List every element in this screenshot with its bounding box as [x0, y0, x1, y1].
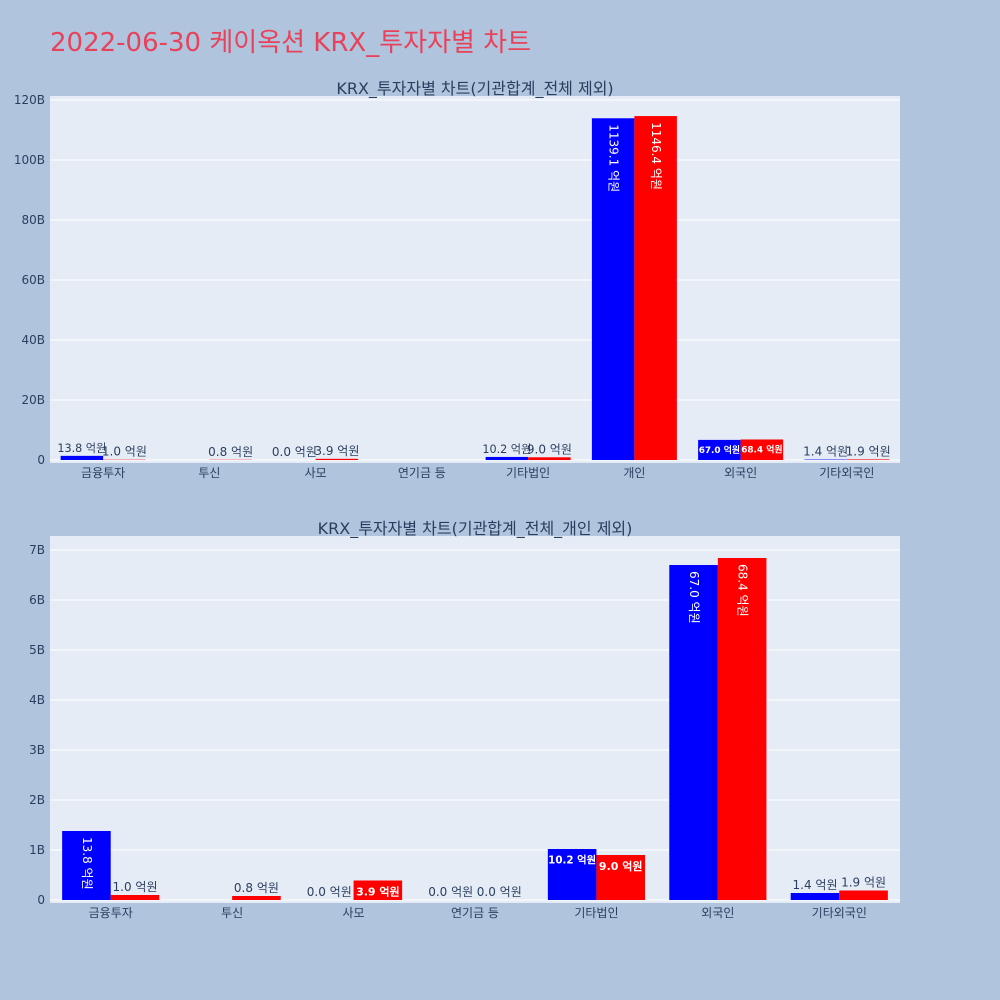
- data-label: 67.0 억원: [699, 444, 740, 456]
- x-tick-label: 개인: [623, 466, 645, 480]
- data-label: 0.0 억원: [307, 885, 352, 899]
- y-tick-label: 6B: [29, 593, 45, 607]
- bar: [315, 458, 359, 460]
- data-label: 13.8 억원: [80, 837, 94, 890]
- y-tick-label: 40B: [21, 333, 45, 347]
- chart-title: KRX_투자자별 차트(기관합계_전체_개인 제외): [318, 519, 633, 539]
- bar: [232, 896, 281, 900]
- data-label: 1.9 억원: [846, 444, 891, 458]
- y-tick-label: 0: [37, 453, 45, 467]
- x-tick-label: 외국인: [701, 906, 734, 920]
- bar: [698, 439, 741, 460]
- bar: [591, 118, 635, 461]
- data-label: 10.2 억원: [482, 442, 531, 456]
- data-label: 68.4 억원: [741, 443, 782, 455]
- data-label: 0.0 억원: [428, 885, 473, 899]
- data-label: 1.9 억원: [841, 876, 886, 890]
- bar: [634, 116, 677, 460]
- data-label: 10.2 억원: [548, 853, 596, 866]
- data-label: 9.0 억원: [599, 859, 643, 873]
- data-label: 1.4 억원: [793, 878, 838, 892]
- bar: [596, 855, 645, 900]
- bar: [839, 890, 888, 900]
- bar: [790, 893, 840, 900]
- bar: [547, 849, 597, 900]
- bar: [528, 457, 571, 460]
- x-tick-label: 연기금 등: [398, 466, 446, 480]
- bar: [353, 880, 403, 900]
- x-tick-label: 기타외국인: [819, 466, 874, 480]
- data-label: 0.0 억원: [477, 885, 522, 899]
- data-label: 1146.4 억원: [649, 122, 663, 190]
- x-tick-label: 사모: [343, 906, 365, 920]
- y-tick-label: 4B: [29, 693, 45, 707]
- bar: [110, 895, 160, 900]
- data-label: 0.8 억원: [208, 445, 253, 459]
- x-tick-label: 금융투자: [89, 906, 133, 920]
- y-tick-label: 0: [37, 893, 45, 907]
- x-tick-label: 연기금 등: [451, 906, 499, 920]
- y-tick-label: 80B: [21, 213, 45, 227]
- bar: [60, 455, 104, 460]
- y-tick-label: 100B: [14, 153, 45, 167]
- data-label: 0.8 억원: [234, 881, 279, 895]
- data-label: 1.0 억원: [102, 445, 147, 459]
- bar: [846, 459, 890, 460]
- x-tick-label: 기타법인: [506, 466, 550, 480]
- chart-1: 0 20B 40B 60B 80B 100B 120B KRX_투자자별 차트(기관합계_전체…: [14, 79, 900, 480]
- y-tick-label: 7B: [29, 543, 45, 557]
- y-tick-label: 120B: [14, 93, 45, 107]
- bar: [717, 558, 767, 900]
- x-tick-label: 기타외국인: [812, 906, 867, 920]
- chart-title: KRX_투자자별 차트(기관합계_전체 제외): [336, 79, 613, 99]
- data-label: 1.0 억원: [113, 880, 158, 894]
- data-label: 1139.1 억원: [607, 124, 621, 192]
- y-tick-label: 20B: [21, 393, 45, 407]
- plot-area: [50, 536, 900, 903]
- x-tick-label: 외국인: [724, 466, 757, 480]
- data-label: 67.0 억원: [687, 571, 701, 624]
- data-label: 1.4 억원: [803, 445, 848, 459]
- chart-2: 0 1B 2B 3B 4B 5B 6B 7B KRX_투자자별 차트(기관합계_전체_개인 제외…: [29, 519, 900, 920]
- y-tick-label: 3B: [29, 743, 45, 757]
- y-tick-label: 60B: [21, 273, 45, 287]
- bar: [485, 456, 529, 460]
- x-tick-label: 기타법인: [574, 906, 618, 920]
- data-label: 9.0 억원: [527, 442, 572, 456]
- data-label: 68.4 억원: [736, 564, 750, 617]
- bar: [62, 831, 111, 900]
- y-tick-label: 1B: [29, 843, 45, 857]
- bar: [740, 439, 784, 460]
- page-title: 2022-06-30 케이옥션 KRX_투자자별 차트: [50, 28, 532, 58]
- y-tick-label: 5B: [29, 643, 45, 657]
- x-tick-label: 금융투자: [81, 466, 125, 480]
- data-label: 13.8 억원: [57, 441, 106, 455]
- data-label: 3.9 억원: [314, 444, 359, 458]
- data-label: 0.0 억원: [272, 445, 317, 459]
- x-tick-label: 투신: [198, 466, 220, 480]
- gridlines: [50, 99, 900, 461]
- bar: [669, 565, 718, 900]
- x-tick-label: 투신: [221, 906, 243, 920]
- data-label: 3.9 억원: [356, 885, 400, 899]
- x-tick-label: 사모: [305, 466, 327, 480]
- y-tick-label: 2B: [29, 793, 45, 807]
